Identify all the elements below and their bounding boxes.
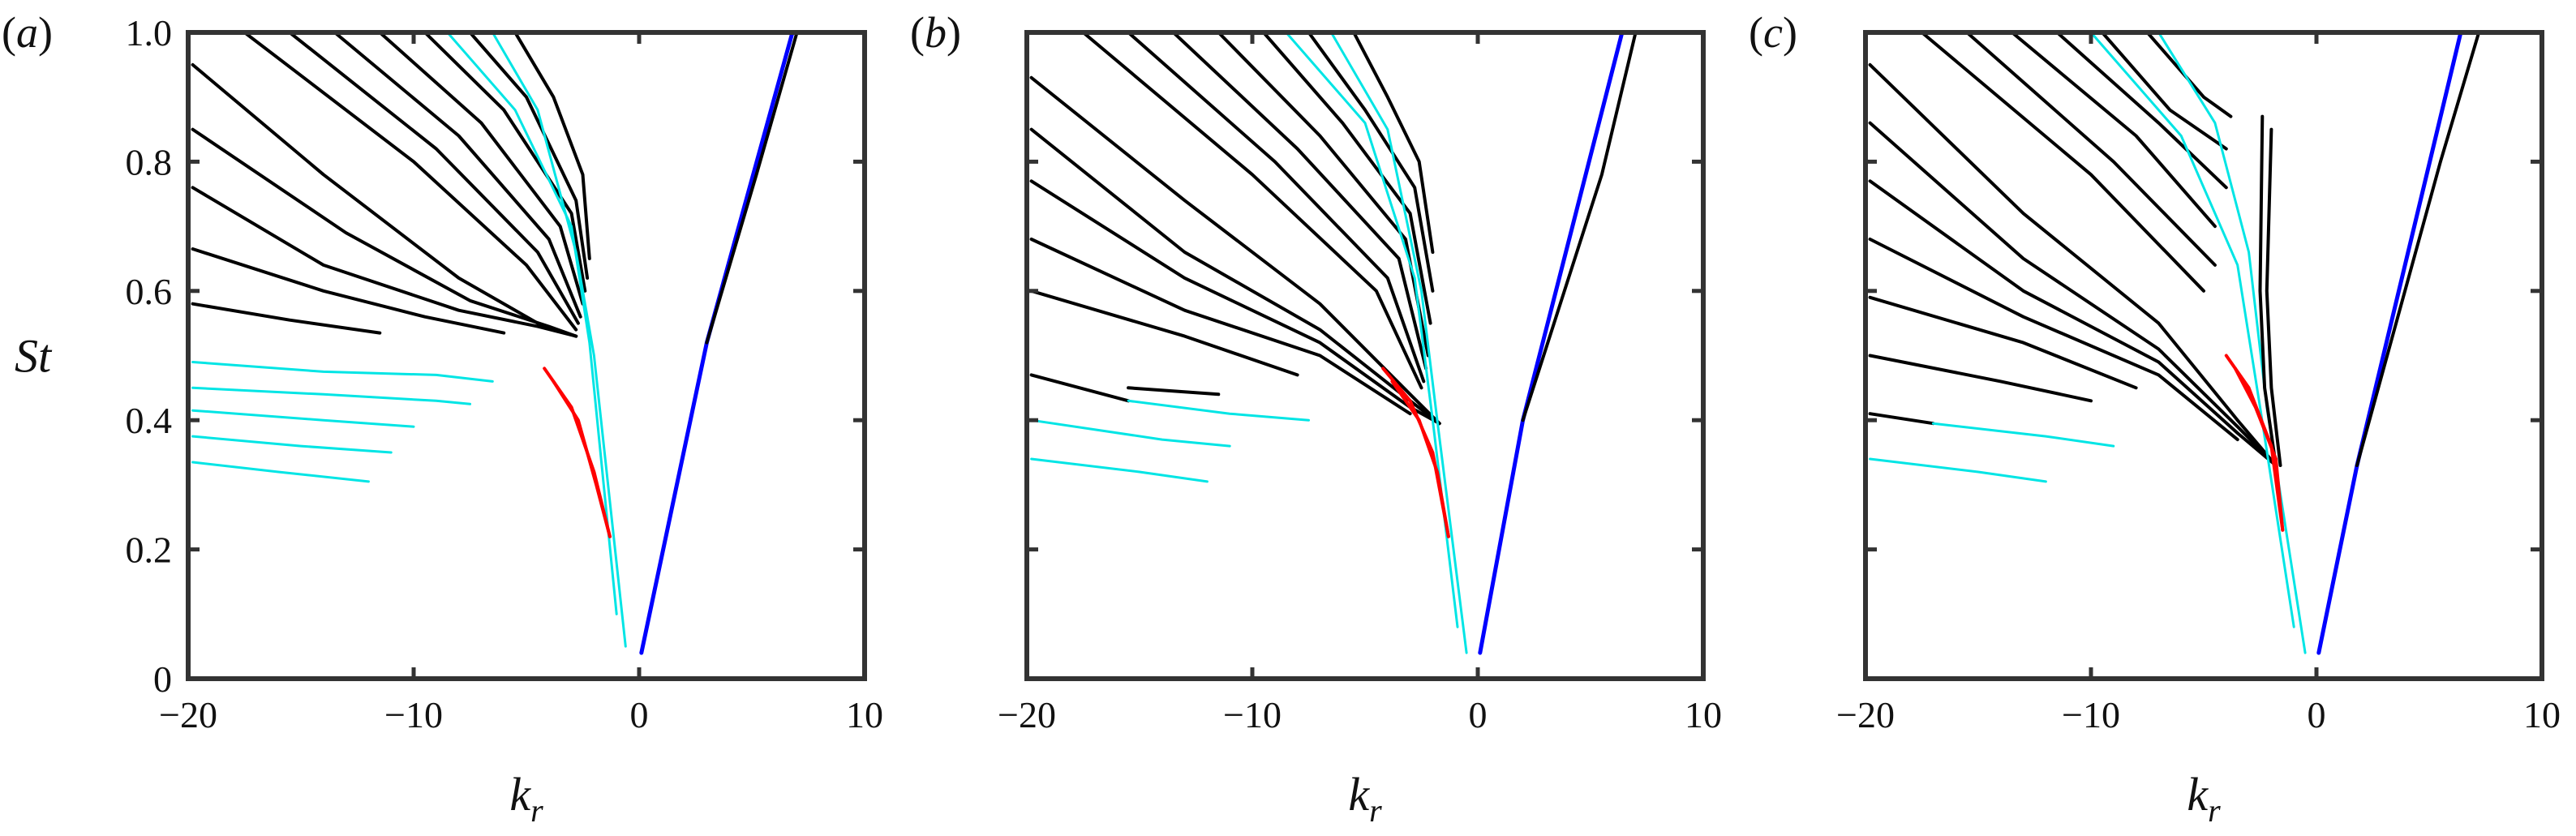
series-2-line-4 <box>191 435 393 454</box>
axes-frame <box>1863 30 2544 681</box>
series-3-line-6 <box>1307 32 1435 293</box>
series-1-line-7 <box>1127 386 1221 397</box>
series-5-line-1 <box>2258 114 2278 467</box>
chart-panel-2: −20 −10 0 10 kr (b) <box>910 8 1722 829</box>
series-2-line-2 <box>1869 457 2047 483</box>
x-tick-label: −10 <box>2062 694 2120 735</box>
series-2-line-1 <box>191 361 494 383</box>
x-tick-label: −20 <box>998 694 1056 735</box>
series-3-line-2 <box>1965 32 2217 267</box>
axes-frame <box>186 30 867 681</box>
series-1-line-1 <box>191 62 578 338</box>
series-1-line-2 <box>1868 121 2278 467</box>
series-2-line-2 <box>191 386 471 405</box>
series-5-line-2 <box>1390 379 1450 538</box>
chart-panel-1: −20 −10 0 10 0 0.2 0.4 0.6 0.8 1.0 kr St (a) <box>2 8 883 829</box>
x-axis-label: kr <box>2187 768 2221 829</box>
series-1-line-6 <box>1029 373 1131 403</box>
plot-area <box>191 32 799 655</box>
x-tick-label: −10 <box>1223 694 1282 735</box>
series-6-line-1 <box>1478 32 1625 655</box>
x-tick-label: 0 <box>2308 694 2326 735</box>
series-1-line-3 <box>1029 179 1441 426</box>
y-axis-label: St <box>15 330 53 383</box>
y-tick-label: 0 <box>153 658 172 700</box>
series-3-line-3 <box>333 32 582 319</box>
series-4-line-1 <box>2089 32 2295 628</box>
x-axis-label: kr <box>509 768 543 829</box>
series-3-line-2 <box>1127 32 1426 384</box>
y-tick-label: 0.4 <box>126 400 173 441</box>
series-1-line-3 <box>1868 179 2278 467</box>
panel-label: (a) <box>2 8 53 57</box>
series-2-line-1 <box>1931 422 2115 448</box>
series-7-line-1 <box>1521 32 1638 422</box>
x-tick-label: −20 <box>159 694 217 735</box>
series-3-line-1 <box>243 32 578 332</box>
axes-frame <box>1024 30 1706 681</box>
series-1-line-6 <box>1868 354 2093 403</box>
series-4-line-2 <box>491 32 627 648</box>
series-3-line-4 <box>2055 32 2228 190</box>
series-6-line-2 <box>2233 367 2285 532</box>
series-3-line-5 <box>1261 32 1432 325</box>
x-tick-label: −10 <box>384 694 443 735</box>
y-tick-label: 0.6 <box>126 271 173 312</box>
x-tick-label: −20 <box>1836 694 1895 735</box>
plot-area <box>1868 32 2481 655</box>
series-8-line-1 <box>2355 32 2481 467</box>
series-1-line-2 <box>1029 127 1441 426</box>
series-4-line-2 <box>1329 32 1468 654</box>
plot-area <box>1029 32 1638 655</box>
y-tick-label: 1.0 <box>126 12 173 54</box>
series-3-line-6 <box>468 32 590 280</box>
series-3-line-3 <box>1171 32 1428 371</box>
series-3-line-1 <box>1081 32 1423 390</box>
series-1-line-7 <box>1868 412 1935 426</box>
series-4-line-1 <box>446 32 618 615</box>
series-3-line-4 <box>378 32 585 306</box>
series-3-line-7 <box>1352 32 1435 254</box>
series-1-line-5 <box>1868 295 2138 390</box>
chart-panel-3: −20 −10 0 10 kr (c) <box>1749 8 2561 829</box>
series-1-line-1 <box>1868 62 2278 467</box>
series-3-line-6 <box>2145 32 2233 118</box>
series-2-line-3 <box>191 409 415 428</box>
series-3-line-5 <box>423 32 587 293</box>
series-1-line-2 <box>191 127 578 338</box>
series-3-line-5 <box>2100 32 2228 151</box>
series-1-line-1 <box>1029 75 1441 426</box>
series-1-line-5 <box>1029 289 1299 377</box>
series-5-line-2 <box>2265 127 2282 467</box>
series-3-line-3 <box>2010 32 2217 229</box>
series-1-line-4 <box>191 247 506 335</box>
x-tick-label: 0 <box>630 694 649 735</box>
series-3-line-7 <box>513 32 591 260</box>
x-axis-label: kr <box>1348 768 1382 829</box>
series-1-line-3 <box>191 186 578 338</box>
series-2-line-5 <box>191 461 370 483</box>
x-tick-label: 10 <box>2523 694 2561 735</box>
series-1-line-4 <box>1868 238 2239 442</box>
series-1-line-4 <box>1029 238 1412 416</box>
series-2-line-3 <box>1030 457 1209 483</box>
x-tick-label: 10 <box>1685 694 1722 735</box>
y-tick-label: 0.8 <box>126 141 173 182</box>
series-2-line-1 <box>1127 399 1310 422</box>
series-5-line-2 <box>552 379 612 538</box>
panel-label: (c) <box>1749 8 1797 57</box>
x-tick-label: 0 <box>1469 694 1488 735</box>
series-3-line-2 <box>288 32 580 325</box>
x-tick-label: 10 <box>846 694 883 735</box>
series-7-line-1 <box>705 32 799 345</box>
y-tick-label: 0.2 <box>126 529 173 571</box>
series-2-line-2 <box>1030 418 1231 448</box>
series-3-line-1 <box>1920 32 2205 293</box>
series-1-line-5 <box>191 302 382 335</box>
panel-label: (b) <box>910 8 961 57</box>
